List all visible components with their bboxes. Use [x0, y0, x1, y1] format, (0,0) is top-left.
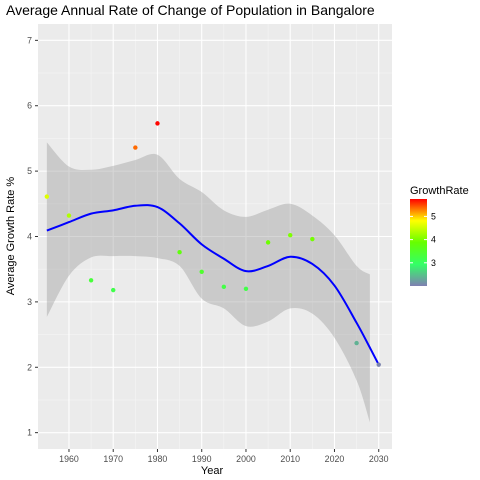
y-axis-ticks: 1 2 3 4 5 6 7 [27, 35, 38, 438]
y-tick-label: 1 [27, 428, 32, 438]
data-point [265, 240, 271, 245]
y-tick-label: 5 [27, 166, 32, 176]
x-tick-label: 2030 [369, 454, 389, 464]
y-tick-label: 6 [27, 101, 32, 111]
data-point [221, 284, 227, 290]
data-point [44, 194, 50, 199]
data-point [288, 232, 293, 238]
data-point [376, 362, 381, 367]
legend-labels: 5 4 3 [410, 211, 436, 268]
legend-label: 5 [431, 211, 436, 221]
x-tick-label: 2000 [236, 454, 256, 464]
smooth-line-layer [46, 204, 380, 366]
data-point [310, 236, 315, 242]
data-point [354, 340, 359, 346]
x-tick-label: 1970 [103, 454, 123, 464]
legend-label: 4 [431, 235, 436, 245]
x-axis-ticks: 1960 1970 1980 1990 2000 2010 2020 2030 [59, 449, 389, 464]
x-tick-label: 1980 [148, 454, 168, 464]
data-point [243, 286, 249, 292]
legend-colorbar [410, 199, 427, 286]
data-point [66, 213, 72, 218]
data-point [177, 249, 182, 255]
y-tick-label: 4 [27, 232, 32, 242]
x-tick-label: 2020 [325, 454, 345, 464]
data-point [111, 287, 116, 293]
x-tick-label: 1990 [192, 454, 212, 464]
confidence-band-layer [46, 142, 370, 423]
y-axis-title: Average Growth Rate % [5, 177, 17, 296]
data-point [199, 269, 204, 275]
legend-label: 3 [431, 258, 436, 268]
grid [38, 24, 392, 449]
chart-title: Average Annual Rate of Change of Populat… [6, 2, 375, 18]
legend: GrowthRate 5 4 3 [410, 185, 469, 286]
y-tick-label: 3 [27, 297, 32, 307]
x-tick-label: 2010 [280, 454, 300, 464]
y-tick-label: 2 [27, 362, 32, 372]
x-tick-label: 1960 [59, 454, 79, 464]
confidence-band [46, 142, 370, 423]
smooth-line [46, 204, 380, 366]
data-point [133, 145, 138, 150]
data-point [88, 278, 94, 283]
points-layer [44, 121, 381, 367]
x-axis-title: Year [201, 465, 224, 477]
legend-title: GrowthRate [410, 185, 469, 197]
y-tick-label: 7 [27, 35, 32, 45]
data-point [155, 121, 160, 126]
